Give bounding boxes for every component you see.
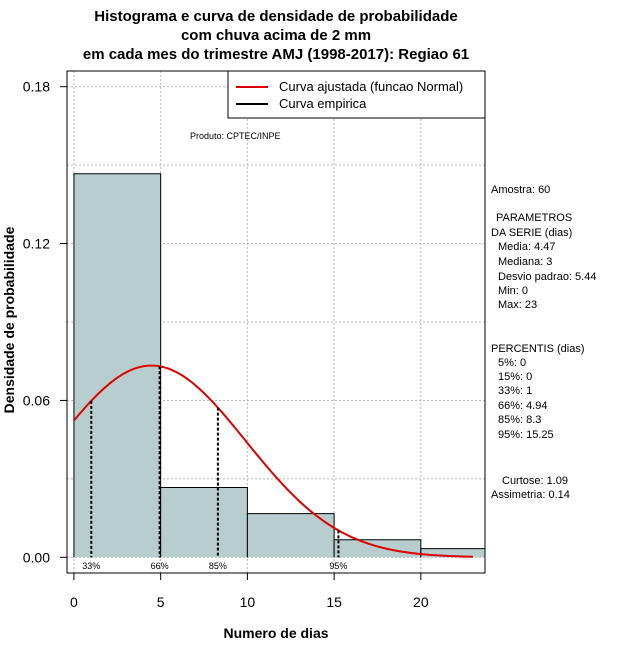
param-mediana: Mediana: 3	[498, 256, 552, 268]
stats-panel: Amostra: 60 PARAMETROS DA SERIE (dias) M…	[491, 184, 596, 501]
percentile-markers: 33% 66% 85% 95%	[82, 366, 347, 571]
chart-title-line-2: com chuva acima de 2 mm	[181, 27, 371, 44]
sample-size: Amostra: 60	[491, 184, 550, 196]
histogram-bar	[160, 487, 248, 558]
legend-label-empirical: Curva empirica	[279, 96, 367, 111]
assimetria: Assimetria: 0.14	[491, 489, 570, 501]
chart-title-line-3: em cada mes do trimestre AMJ (1998-2017)…	[83, 46, 469, 63]
x-tick-label: 15	[326, 594, 342, 610]
param-max: Max: 23	[498, 299, 537, 311]
param-desvio: Desvio padrao: 5.44	[498, 271, 596, 283]
percentile-label: 33%	[82, 561, 100, 571]
x-tick-label: 0	[70, 594, 78, 610]
param-min: Min: 0	[498, 285, 528, 297]
histogram-bar	[420, 548, 485, 558]
x-axis-label: Numero de dias	[223, 625, 328, 641]
y-tick-label: 0.12	[23, 236, 50, 252]
percentis-title: PERCENTIS (dias)	[491, 343, 585, 355]
legend-label-normal: Curva ajustada (funcao Normal)	[279, 79, 463, 94]
x-tick-label: 5	[157, 594, 165, 610]
histogram-bar-outline	[246, 513, 335, 558]
y-axis-label: Densidade de probabilidade	[1, 226, 17, 413]
percentil-66: 66%: 4.94	[498, 400, 548, 412]
percentile-label: 66%	[151, 561, 169, 571]
legend-box	[227, 70, 486, 119]
curve-layer	[73, 364, 473, 558]
params-title-1: PARAMETROS	[496, 212, 572, 224]
percentil-95: 95%: 15.25	[498, 429, 554, 441]
params-title-2: DA SERIE (dias)	[491, 227, 572, 239]
param-media: Media: 4.47	[498, 241, 555, 253]
histogram-bar	[334, 539, 421, 558]
y-tick-label: 0.06	[23, 392, 50, 408]
percentile-label: 95%	[329, 561, 347, 571]
percentil-5: 5%: 0	[498, 357, 526, 369]
percentile-label: 85%	[209, 561, 227, 571]
percentil-85: 85%: 8.3	[498, 414, 541, 426]
percentil-33: 33%: 1	[498, 385, 532, 397]
percentil-15: 15%: 0	[498, 371, 532, 383]
chart-title-line-1: Histograma e curva de densidade de proba…	[94, 8, 457, 25]
product-note: Produto: CPTEC/INPE	[190, 131, 281, 141]
x-tick-label: 20	[413, 594, 429, 610]
y-tick-label: 0.18	[23, 79, 50, 95]
normal-fit-curve	[73, 364, 473, 558]
x-tick-label: 10	[240, 594, 256, 610]
axes-layer: 0 5 10 15 20 0.00 0.06 0.12 0.18	[23, 79, 429, 610]
histogram-bar	[247, 513, 335, 558]
curtose: Curtose: 1.09	[502, 475, 568, 487]
legend: Curva ajustada (funcao Normal) Curva emp…	[227, 70, 486, 119]
y-tick-label: 0.00	[23, 549, 50, 565]
bars-layer	[73, 173, 486, 558]
